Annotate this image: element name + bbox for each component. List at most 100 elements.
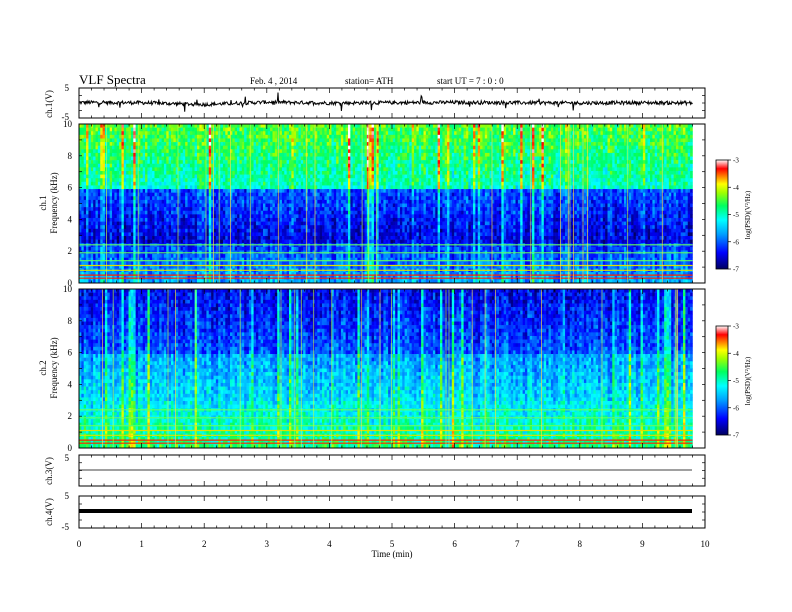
spectrogram-cell	[83, 138, 87, 143]
spectrogram-cell	[123, 181, 127, 186]
spectrogram-cell	[112, 257, 115, 262]
spectrogram-cell	[123, 217, 127, 222]
spectrogram-cell	[194, 236, 198, 240]
spectrogram-cell	[296, 232, 299, 237]
spectrogram-cell	[211, 185, 214, 190]
spectrogram-cell	[201, 221, 205, 226]
spectrogram-cell	[241, 217, 245, 222]
spectrogram-cell	[324, 170, 328, 175]
spectrogram-cell	[119, 192, 122, 197]
spectrogram-cell	[192, 181, 195, 186]
spectrogram-cell	[154, 156, 158, 161]
spectrogram-cell	[244, 170, 247, 175]
spectrogram-cell	[173, 264, 177, 269]
spectrogram-cell	[253, 196, 257, 201]
spectrogram-cell	[142, 236, 146, 240]
spectrogram-cell	[234, 145, 238, 150]
spectrogram-cell	[211, 167, 214, 172]
spectrogram-cell	[187, 210, 191, 215]
spectrogram-cell	[97, 170, 101, 175]
spectrogram-cell	[211, 152, 214, 157]
spectrogram-cell	[97, 228, 101, 233]
spectrogram-cell	[319, 156, 323, 161]
spectrogram-cell	[317, 232, 320, 237]
spectrogram-cell	[312, 145, 316, 150]
spectrogram-cell	[265, 228, 269, 233]
spectrogram-cell	[286, 152, 290, 157]
spectrogram-cell	[319, 167, 323, 172]
spectrogram-cell	[121, 156, 125, 161]
spectrogram-cell	[329, 264, 332, 269]
spectrogram-cell	[123, 214, 127, 219]
spectrogram-cell	[83, 185, 87, 190]
station-label: station= ATH	[345, 76, 394, 86]
spectrogram-cell	[253, 142, 257, 146]
spectrogram-cell	[222, 225, 226, 230]
spectrogram-cell	[159, 214, 162, 219]
spectrogram-cell	[194, 149, 198, 154]
spectrogram-cell	[102, 189, 106, 193]
spectrogram-cell	[260, 181, 264, 186]
spectrogram-cell	[267, 160, 271, 165]
spectrogram-cell	[95, 127, 99, 132]
spectrogram-cell	[123, 178, 127, 183]
spectrogram-cell	[116, 279, 120, 283]
spectrogram-cell	[333, 239, 337, 244]
spectrogram-cell	[222, 189, 226, 193]
spectrogram-cell	[208, 131, 212, 136]
spectrogram-cell	[159, 127, 162, 132]
spectrogram-cell	[135, 217, 139, 222]
spectrogram-cell	[331, 214, 335, 219]
spectrogram-cell	[168, 203, 172, 208]
spectrogram-cell	[303, 236, 306, 240]
spectrogram-cell	[227, 228, 231, 233]
spectrogram-cell	[222, 207, 226, 212]
spectrogram-cell	[260, 232, 264, 237]
spectrogram-cell	[211, 138, 214, 143]
spectrogram-cell	[322, 181, 325, 186]
spectrogram-cell	[314, 196, 318, 201]
spectrogram-cell	[284, 152, 287, 157]
spectrogram-cell	[109, 207, 113, 212]
spectrogram-cell	[234, 167, 238, 172]
spectrogram-cell	[95, 192, 99, 197]
spectrogram-cell	[154, 210, 158, 215]
spectrogram-cell	[213, 196, 217, 201]
spectrogram-cell	[166, 236, 169, 240]
spectrogram-cell	[211, 246, 214, 251]
spectrogram-cell	[211, 163, 214, 168]
spectrogram-cell	[159, 196, 162, 201]
spectrogram-cell	[319, 174, 323, 179]
spectrogram-cell	[88, 210, 92, 215]
spectrogram-cell	[161, 170, 165, 175]
spectrogram-cell	[95, 228, 99, 233]
spectrogram-cell	[161, 124, 165, 128]
spectrogram-cell	[267, 134, 271, 139]
spectrogram-cell	[227, 239, 231, 244]
spectrogram-cell	[303, 217, 306, 222]
spectrogram-cell	[317, 145, 320, 150]
spectrogram-cell	[130, 203, 134, 208]
spectrogram-cell	[208, 189, 212, 193]
spectrogram-cell	[296, 127, 299, 132]
spectrogram-cell	[284, 214, 287, 219]
spectrogram-cell	[307, 217, 311, 222]
spectrogram-cell	[206, 272, 210, 277]
spectrogram-cell	[279, 225, 283, 230]
spectrogram-cell	[338, 160, 342, 165]
spectrogram-cell	[300, 261, 304, 266]
spectrogram-cell	[270, 203, 273, 208]
spectrogram-cell	[145, 149, 148, 154]
spectrogram-cell	[253, 203, 257, 208]
spectrogram-cell	[251, 236, 254, 240]
spectrogram-cell	[79, 254, 82, 258]
spectrogram-cell	[319, 145, 323, 150]
spectrogram-cell	[234, 152, 238, 157]
spectrogram-cell	[300, 192, 304, 197]
spectrogram-cell	[168, 138, 172, 143]
spectrogram-cell	[137, 228, 141, 233]
spectrogram-cell	[145, 264, 148, 269]
spectrogram-cell	[168, 207, 172, 212]
spectrogram-cell	[244, 145, 247, 150]
spectrogram-cell	[149, 236, 153, 240]
